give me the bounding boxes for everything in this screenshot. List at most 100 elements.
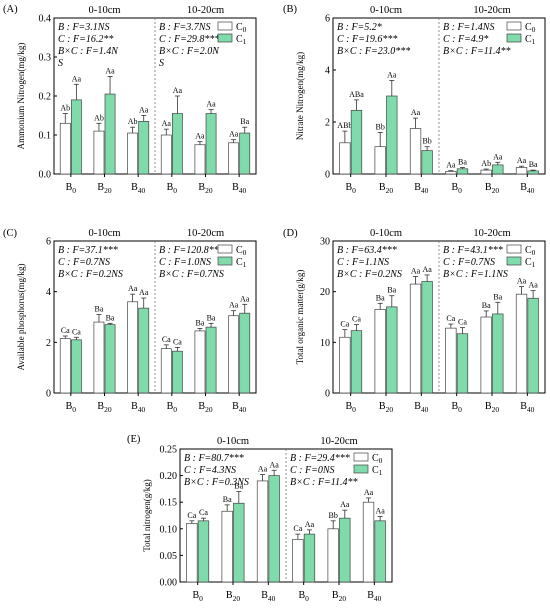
legend-label: C1 [372, 465, 383, 477]
significance-label: Ca [446, 314, 455, 323]
x-tick-label: B20 [485, 401, 499, 414]
x-tick-label: B0 [345, 401, 356, 414]
x-tick-label: B0 [451, 182, 462, 195]
stat-line: C : F=0.7NS [58, 257, 110, 268]
bar-C0 [515, 167, 528, 175]
y-tick-label: 0 [325, 389, 330, 400]
bar-C1 [492, 313, 504, 394]
x-tick-label: B40 [414, 401, 428, 414]
legend-swatch [506, 256, 522, 266]
bar-C1 [374, 520, 386, 583]
stat-line: C : F=4.9* [443, 34, 488, 45]
y-tick-label: 20 [320, 287, 330, 298]
significance-label: Aa [229, 301, 239, 310]
x-tick-label: B40 [520, 401, 534, 414]
y-axis-label: Total nitrogen(g/kg) [142, 479, 152, 552]
x-tick-label: B0 [66, 401, 77, 414]
legend-label: C1 [236, 34, 247, 46]
y-tick-label: 10 [320, 338, 330, 349]
panel-label: (B) [283, 4, 298, 15]
legend-swatch [506, 33, 522, 43]
stat-line: C : F=0NS [290, 465, 335, 476]
bar-C0 [292, 539, 304, 583]
stat-line: B×C : F=0.7NS [159, 269, 224, 280]
significance-label: Ca [352, 315, 361, 324]
significance-label: Ba [493, 292, 502, 301]
bar-C0 [409, 283, 422, 394]
x-tick-label: B0 [345, 182, 356, 195]
significance-label: Aa [305, 520, 315, 529]
x-tick-label: B20 [379, 401, 393, 414]
bar-C0 [362, 501, 375, 583]
significance-label: Ca [173, 337, 182, 346]
y-axis-label: Nitrate Nitrogen(mg/kg) [295, 52, 305, 140]
stat-line: S [159, 58, 164, 69]
group-title: 10-20cm [187, 228, 224, 239]
significance-label: Ba [458, 158, 467, 167]
x-tick-label: B0 [167, 401, 178, 414]
y-tick-label: 0.15 [160, 498, 178, 509]
y-tick-label: 0.3 [39, 53, 52, 64]
significance-label: Aa [387, 70, 397, 79]
significance-label: Aa [340, 500, 350, 509]
bar-C0 [228, 315, 240, 394]
panel-label: (C) [3, 228, 18, 239]
bar-C1 [138, 120, 150, 175]
y-tick-label: 2 [46, 338, 51, 349]
significance-label: Aa [446, 161, 456, 170]
x-tick-label: B20 [97, 182, 111, 195]
significance-label: Aa [493, 152, 503, 161]
panel-label: (A) [3, 4, 18, 15]
significance-label: Ca [187, 511, 196, 520]
stat-line: C : F=0.7NS [443, 257, 495, 268]
significance-label: Aa [364, 488, 374, 497]
y-tick-label: 0.25 [160, 445, 178, 456]
group-title: 10-20cm [473, 5, 510, 16]
bar-C0 [339, 336, 351, 394]
x-tick-label: B20 [198, 182, 212, 195]
x-tick-label: B0 [298, 590, 309, 603]
significance-label: Bb [376, 122, 385, 131]
y-tick-label: 4 [325, 66, 330, 77]
significance-label: Ab [481, 159, 491, 168]
bar-C1 [350, 109, 363, 175]
x-tick-label: B20 [97, 401, 111, 414]
x-tick-label: B40 [261, 590, 275, 603]
stat-line: C : F=19.6*** [337, 34, 397, 45]
legend-swatch [353, 464, 369, 474]
stat-line: C : F=16.2** [58, 34, 113, 45]
y-tick-label: 6 [325, 14, 330, 25]
y-tick-label: 0 [46, 389, 51, 400]
chart-panel-4: (E) Total nitrogen(g/kg) 0.00 0.05 0.10 0.15 0… [127, 434, 393, 603]
significance-label: Ba [196, 318, 205, 327]
significance-label: Ba [387, 286, 396, 295]
stat-line: B×C : F=11.4** [290, 477, 357, 488]
significance-label: Ba [234, 482, 243, 491]
bar-C0 [127, 132, 139, 175]
significance-label: Bb [422, 137, 431, 146]
stat-line: B×C : F=0.3NS [184, 477, 249, 488]
bar-C1 [239, 132, 251, 175]
stat-line: C : F=29.8*** [159, 34, 219, 45]
significance-label: Ca [72, 327, 81, 336]
legend-swatch [506, 244, 522, 254]
significance-label: Aa [517, 156, 527, 165]
stat-line: B×C : F=1.4N [58, 46, 119, 57]
stat-line: B : F=1.4NS [443, 22, 494, 33]
significance-label: Ab [128, 117, 138, 126]
significance-label: Aa [517, 277, 527, 286]
group-title: 0-10cm [88, 5, 120, 16]
stat-line: B×C : F=23.0*** [337, 46, 410, 57]
significance-label: Aa [128, 284, 138, 293]
bar-C1 [70, 339, 82, 394]
chart-panel-1: (B) Nitrate Nitrogen(mg/kg) 0 2 4 6 0-10cm 10-2… [283, 4, 546, 195]
x-tick-label: B40 [520, 182, 534, 195]
x-tick-label: B20 [485, 182, 499, 195]
stat-line: B×C : F=1.1NS [443, 269, 508, 280]
legend-label: C1 [525, 34, 536, 46]
bar-C0 [93, 130, 105, 175]
significance-label: Ba [240, 117, 249, 126]
y-tick-label: 4 [46, 287, 51, 298]
legend-label: C1 [525, 257, 536, 269]
stat-line: B×C : F=0.2NS [58, 269, 123, 280]
